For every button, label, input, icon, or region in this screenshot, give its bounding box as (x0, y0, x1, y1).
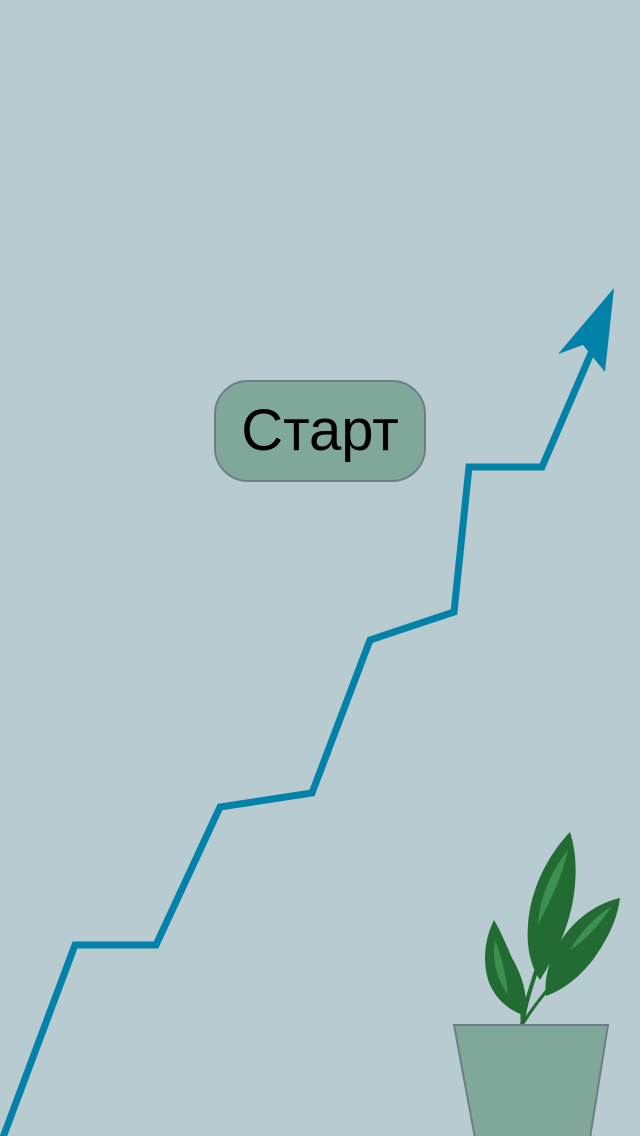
start-button[interactable]: Старт (214, 380, 426, 482)
growth-arrow-icon (0, 288, 614, 1136)
potted-plant-icon (452, 832, 620, 1136)
